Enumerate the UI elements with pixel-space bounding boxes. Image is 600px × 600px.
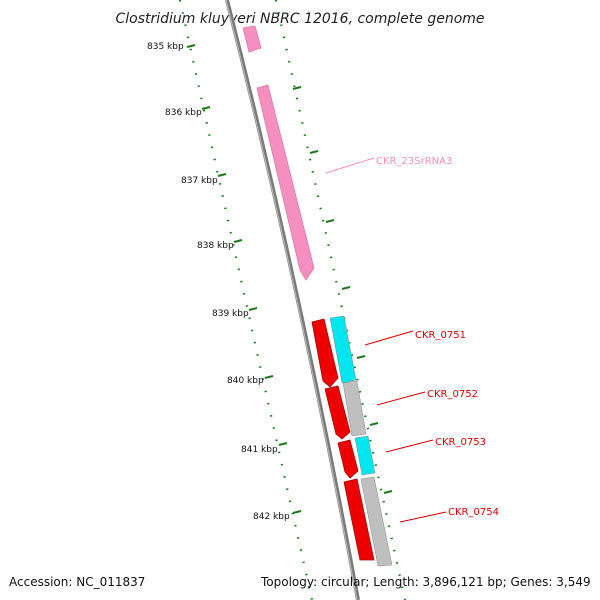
gene-features xyxy=(242,25,393,567)
major-tick xyxy=(217,173,227,177)
cds-arrow-0754 xyxy=(343,478,375,561)
kbp-tick-label: 840 kbp xyxy=(227,376,264,386)
major-tick xyxy=(186,44,196,48)
inner-major-tick xyxy=(341,286,351,290)
rrna-feature xyxy=(256,84,315,281)
genome-summary: Topology: circular; Length: 3,896,121 bp… xyxy=(261,575,591,589)
gene-labels: CKR_23SrRNA3 CKR_0751 CKR_0752 CKR_0753 CKR_… xyxy=(325,156,499,523)
kbp-tick-label: 842 kbp xyxy=(253,512,290,522)
major-tick xyxy=(278,442,288,446)
kbp-tick-label: 835 kbp xyxy=(147,42,184,52)
tick-guides xyxy=(178,0,407,600)
inner-major-tick xyxy=(325,219,335,223)
gene-leader-line xyxy=(364,330,414,346)
inner-major-tick xyxy=(369,422,379,426)
major-tick xyxy=(201,106,211,110)
gene-leader-line xyxy=(325,157,375,174)
inner-major-tick xyxy=(309,150,319,154)
backbone-highlight xyxy=(225,0,358,600)
major-tick xyxy=(233,239,243,243)
product-block-0752 xyxy=(342,380,367,437)
major-tick xyxy=(248,307,258,311)
kbp-tick-label: 839 kbp xyxy=(212,309,249,319)
major-tick xyxy=(292,510,302,514)
accession-label: Accession: NC_011837 xyxy=(9,575,146,589)
inner-major-tick xyxy=(383,490,393,494)
gene-label: CKR_0751 xyxy=(415,330,466,341)
backbone-line xyxy=(225,0,360,600)
cds-arrow-0753 xyxy=(337,439,359,479)
genome-backbone xyxy=(225,0,360,600)
gene-label: CKR_0752 xyxy=(427,389,478,400)
kbp-tick-label: 837 kbp xyxy=(181,176,218,186)
product-block-0751 xyxy=(329,315,357,384)
inner-major-tick xyxy=(356,355,366,359)
outer-tick-track xyxy=(178,0,314,600)
inner-major-tick xyxy=(292,86,302,90)
gene-leader-line xyxy=(399,511,447,523)
gene-label: CKR_0754 xyxy=(448,507,499,518)
kbp-tick-label: 841 kbp xyxy=(241,445,278,455)
map-title: Clostridium kluyveri NBRC 12016, complet… xyxy=(115,11,484,27)
kbp-tick-label: 838 kbp xyxy=(197,241,234,251)
kbp-tick-labels: 835 kbp 836 kbp 837 kbp 838 kbp 839 kbp 840 k… xyxy=(147,42,290,522)
product-block-0754 xyxy=(360,476,393,567)
gene-leader-line xyxy=(376,391,426,406)
gene-leader-line xyxy=(385,439,434,453)
product-block-0753 xyxy=(354,435,376,476)
gene-label: CKR_0753 xyxy=(435,437,486,448)
kbp-tick-label: 836 kbp xyxy=(165,108,202,118)
cds-arrow-0752 xyxy=(324,385,351,440)
gene-label: CKR_23SrRNA3 xyxy=(376,156,452,167)
major-tick xyxy=(264,375,274,379)
cds-arrow-0751 xyxy=(311,318,339,388)
rrna-feature-fragment xyxy=(242,25,262,53)
